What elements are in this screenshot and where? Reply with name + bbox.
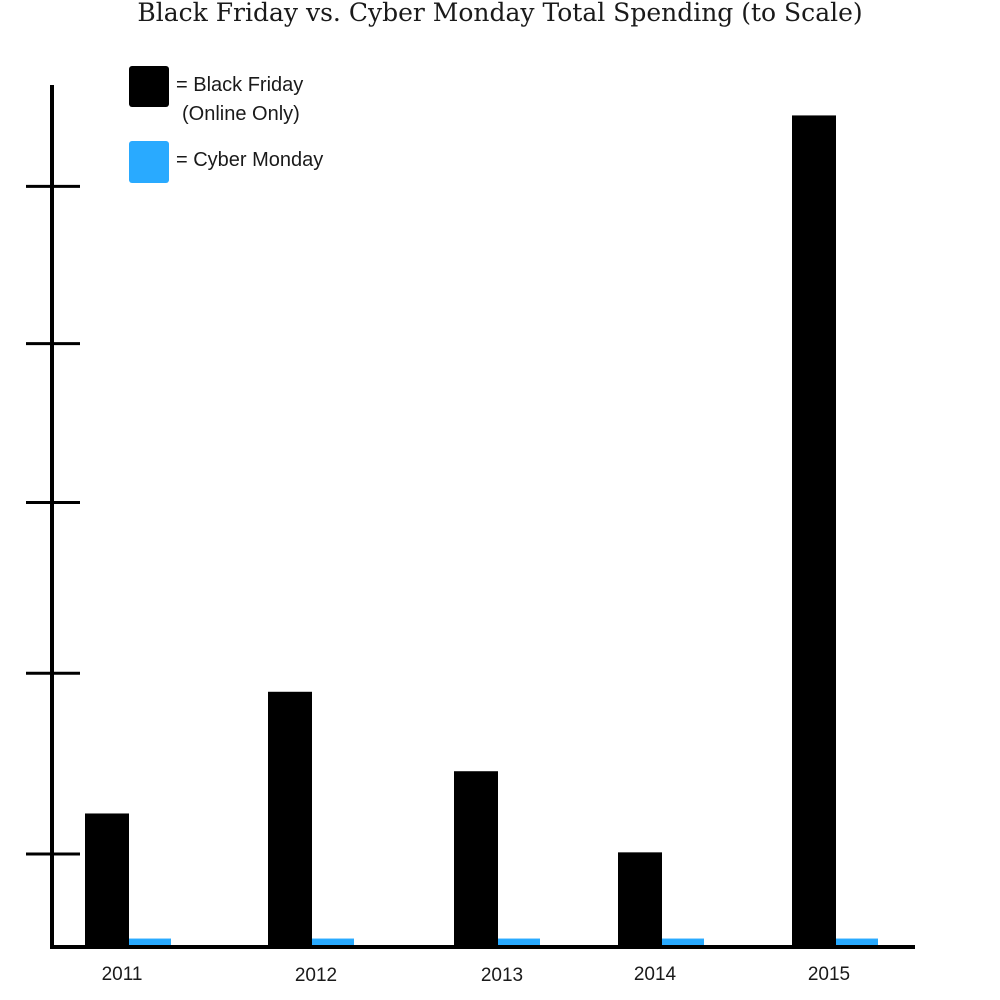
legend-swatch-cyber-monday <box>129 141 169 183</box>
bar-black-friday-2011 <box>85 813 129 947</box>
x-tick-label-2013: 2013 <box>481 965 523 986</box>
legend-label-online-only: (Online Only) <box>182 103 300 125</box>
y-ticks-group <box>26 184 80 856</box>
x-tick-label-2012: 2012 <box>295 965 337 986</box>
bar-black-friday-2013 <box>454 771 498 947</box>
legend-label-cyber-monday: = Cyber Monday <box>176 149 324 171</box>
axes-group <box>50 85 915 949</box>
bar-cyber-monday-2011 <box>129 938 171 947</box>
bar-cyber-monday-2012 <box>312 938 354 947</box>
bar-cyber-monday-2015 <box>836 938 878 947</box>
bars-group <box>85 115 878 948</box>
x-tick-label-2011: 2011 <box>102 964 143 985</box>
bar-cyber-monday-2014 <box>662 938 704 947</box>
legend-label-black-friday: = Black Friday <box>176 74 304 96</box>
bar-black-friday-2012 <box>268 691 312 947</box>
legend-swatch-black-friday <box>129 66 169 107</box>
x-tick-label-2015: 2015 <box>808 964 850 985</box>
x-tick-label-2014: 2014 <box>634 964 677 985</box>
bar-black-friday-2014 <box>618 852 662 947</box>
bar-black-friday-2015 <box>792 115 836 948</box>
bar-cyber-monday-2013 <box>498 938 540 947</box>
x-tick-labels-group: 2011 2012 2013 2014 2015 <box>102 964 851 986</box>
chart-title: Black Friday vs. Cyber Monday Total Spen… <box>137 0 863 27</box>
